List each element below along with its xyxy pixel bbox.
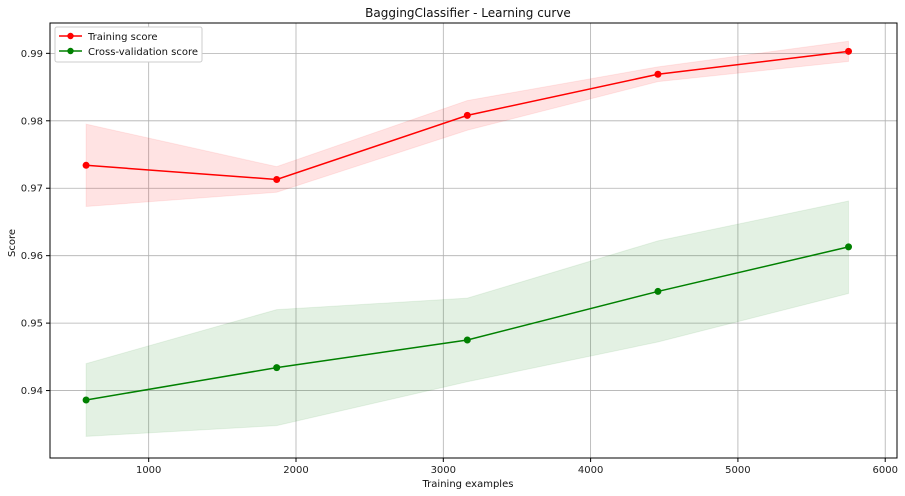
legend-box — [54, 26, 203, 63]
chart-title: BaggingClassifier - Learning curve — [365, 6, 571, 20]
y-tick-label: 0.95 — [21, 319, 43, 330]
training-std-band — [85, 40, 850, 207]
training-score-point — [845, 47, 853, 55]
legend: Training score Cross-validation score — [54, 26, 203, 63]
series-points — [82, 47, 853, 404]
training-score-point — [654, 70, 662, 78]
y-axis-label: Score — [7, 229, 18, 257]
y-tick-label: 0.99 — [21, 49, 43, 60]
plot-area-frame — [49, 22, 898, 459]
x-tick-label: 4000 — [578, 465, 603, 476]
y-tick-label: 0.98 — [21, 116, 43, 127]
legend-cv-marker — [67, 47, 74, 55]
x-tick-label: 3000 — [431, 465, 456, 476]
x-tick-label: 5000 — [725, 465, 750, 476]
cv-score-point — [82, 396, 90, 404]
y-tick-label: 0.96 — [21, 251, 43, 262]
legend-training-label: Training score — [87, 32, 158, 43]
cv-score-point — [463, 336, 471, 344]
grid-lines — [50, 23, 897, 458]
cv-score-point — [273, 364, 281, 372]
training-score-point — [82, 161, 90, 169]
cv-score-point — [845, 243, 853, 251]
y-tick-label: 0.97 — [21, 184, 43, 195]
legend-training-marker — [67, 32, 74, 40]
confidence-bands — [85, 40, 850, 437]
legend-cv-label: Cross-validation score — [88, 47, 198, 58]
cv-score-point — [654, 287, 662, 295]
x-tick-label: 1000 — [136, 465, 161, 476]
x-axis-label: Training examples — [422, 479, 514, 490]
y-axis-ticks: 0.94 0.95 0.96 0.97 0.98 0.99 — [21, 49, 50, 397]
x-tick-label: 2000 — [283, 465, 308, 476]
x-tick-label: 6000 — [872, 465, 897, 476]
training-score-point — [463, 111, 471, 119]
y-tick-label: 0.94 — [21, 386, 43, 397]
cv-std-band — [85, 200, 850, 437]
training-score-point — [273, 175, 281, 183]
x-axis-ticks: 1000 2000 3000 4000 5000 6000 — [136, 458, 898, 476]
